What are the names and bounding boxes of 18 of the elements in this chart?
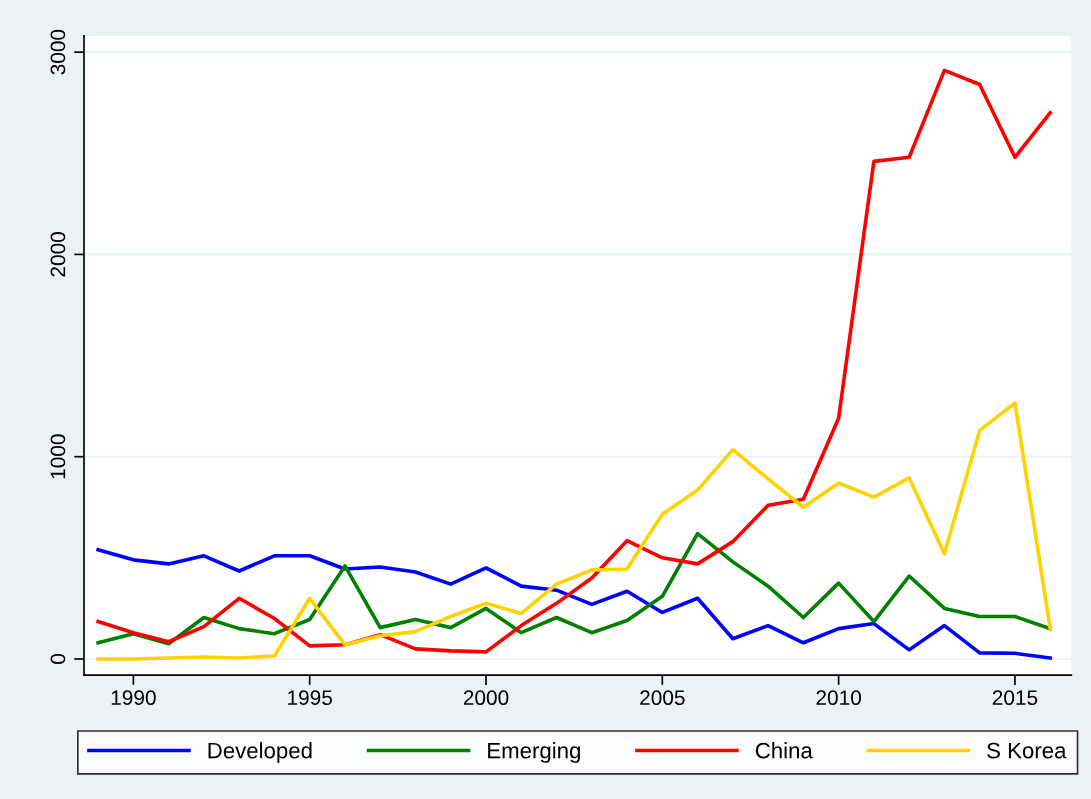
x-tick-label: 2005 [640, 690, 685, 706]
y-tick-label: 0 [50, 653, 66, 664]
legend-label: S Korea [987, 742, 1067, 759]
x-tick-label: 2010 [816, 690, 861, 706]
legend-label: Developed [208, 742, 312, 763]
x-tick-label: 2015 [992, 690, 1038, 706]
line-series [96, 547, 1053, 660]
x-tick-label: 1990 [111, 690, 156, 706]
y-tick-label: 2000 [50, 232, 66, 277]
legend-label: China [755, 742, 813, 759]
x-tick-label: 2000 [463, 690, 509, 706]
x-tick-label: 1995 [288, 690, 332, 706]
line-series [96, 68, 1053, 654]
line-series [96, 401, 1053, 661]
y-tick-label: 1000 [50, 434, 66, 479]
line-series [96, 531, 1053, 646]
y-tick-label: 3000 [50, 29, 66, 75]
legend-label: Emerging [488, 742, 580, 763]
